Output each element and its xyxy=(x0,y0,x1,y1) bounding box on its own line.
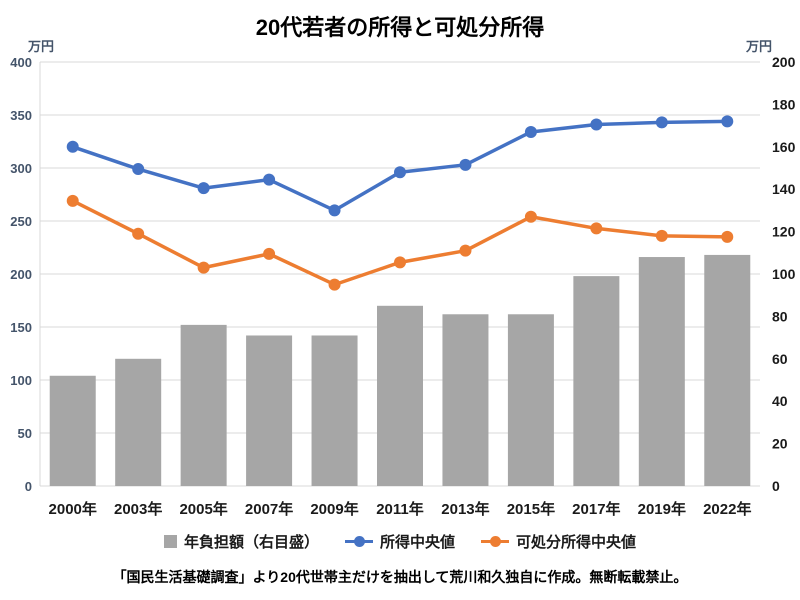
line-marker xyxy=(263,247,276,260)
line-marker xyxy=(263,173,276,186)
right-axis-tick-label: 20 xyxy=(772,436,788,452)
left-axis-tick-label: 50 xyxy=(18,426,32,441)
left-axis-tick-label: 0 xyxy=(25,479,32,494)
bar xyxy=(311,335,358,486)
line-marker xyxy=(197,182,210,195)
bar-series-swatch xyxy=(163,535,177,548)
x-axis-tick-label: 2003年 xyxy=(114,500,162,518)
income-line-swatch xyxy=(344,535,373,548)
right-axis-tick-label: 160 xyxy=(772,139,796,155)
legend-item-disposable: 可処分所得中央値 xyxy=(481,531,636,552)
x-axis-tick-label: 2019年 xyxy=(638,500,686,518)
line-marker xyxy=(394,256,406,269)
line-marker xyxy=(590,118,603,131)
line-marker xyxy=(459,158,472,171)
line-marker xyxy=(197,261,210,274)
line-marker xyxy=(721,230,734,243)
left-axis-tick-label: 250 xyxy=(10,214,32,229)
right-axis-tick-label: 120 xyxy=(772,224,796,240)
x-axis-tick-label: 2011年 xyxy=(376,500,424,518)
x-axis-tick-label: 2017年 xyxy=(572,500,620,518)
right-axis-tick-label: 140 xyxy=(772,181,796,197)
line-marker xyxy=(328,204,341,217)
line-marker xyxy=(394,166,406,179)
bar xyxy=(115,358,162,486)
left-axis-tick-label: 100 xyxy=(10,373,32,388)
right-axis-unit-label: 万円 xyxy=(745,39,772,54)
right-axis-tick-label: 0 xyxy=(772,478,780,494)
chart-legend: 年負担額（右目盛） 所得中央値 可処分所得中央値 xyxy=(0,531,800,552)
chart-title: 20代若者の所得と可処分所得 xyxy=(255,15,545,40)
bar xyxy=(180,324,227,486)
line-series xyxy=(70,119,730,213)
legend-label-disposable: 可処分所得中央値 xyxy=(516,534,637,551)
x-axis-tick-label: 2007年 xyxy=(245,500,293,518)
right-axis-tick-label: 100 xyxy=(772,266,796,282)
x-axis-tick-label: 2005年 xyxy=(179,500,227,518)
line-marker xyxy=(524,210,537,223)
left-axis-tick-label: 350 xyxy=(10,108,32,123)
x-axis-tick-label: 2015年 xyxy=(507,500,555,518)
line-series xyxy=(70,199,730,287)
line-marker xyxy=(66,140,79,153)
x-axis-tick-label: 2022年 xyxy=(703,500,751,518)
line-marker xyxy=(132,227,145,240)
x-axis-tick-label: 2009年 xyxy=(310,500,358,518)
line-marker xyxy=(459,244,472,257)
line-marker xyxy=(66,194,79,207)
line-marker xyxy=(721,115,734,128)
legend-item-income: 所得中央値 xyxy=(344,531,455,552)
left-axis-unit-label: 万円 xyxy=(28,39,55,54)
bar xyxy=(638,257,685,486)
right-axis-tick-label: 80 xyxy=(772,308,788,324)
line-marker xyxy=(328,278,341,291)
bar xyxy=(573,276,620,486)
line-marker xyxy=(524,125,537,138)
line-marker xyxy=(655,229,668,242)
income-marker-sample xyxy=(353,536,365,547)
source-note: 「国民生活基礎調査」より20代世帯主だけを抽出して荒川和久独自に作成。無断転載禁… xyxy=(112,569,688,585)
x-axis-tick-label: 2000年 xyxy=(49,500,97,518)
line-marker xyxy=(655,116,668,129)
legend-item-tax-burden: 年負担額（右目盛） xyxy=(163,531,319,552)
line-marker xyxy=(132,163,145,176)
bar xyxy=(507,314,554,486)
right-axis-tick-label: 200 xyxy=(772,54,796,70)
left-axis-tick-label: 300 xyxy=(10,161,32,176)
left-axis-tick-label: 400 xyxy=(10,55,32,70)
bar xyxy=(442,314,489,486)
bar xyxy=(377,305,423,486)
disposable-line-swatch xyxy=(481,535,509,548)
combo-chart: 0 50 100 150 200 250 300 350 400 0 20 40 60 80 100 120 1… xyxy=(10,54,796,518)
bar xyxy=(246,335,293,486)
disposable-marker-sample xyxy=(490,536,501,547)
right-axis-tick-label: 40 xyxy=(772,393,788,409)
left-axis-tick-label: 200 xyxy=(10,267,32,282)
legend-label-income: 所得中央値 xyxy=(379,534,455,551)
bar xyxy=(49,375,96,486)
right-axis-tick-label: 180 xyxy=(772,96,796,112)
x-axis-tick-label: 2013年 xyxy=(441,500,489,518)
line-marker xyxy=(590,222,603,235)
right-axis-tick-label: 60 xyxy=(772,351,788,367)
legend-label-tax-burden: 年負担額（右目盛） xyxy=(183,534,319,551)
bar xyxy=(704,254,751,486)
left-axis-tick-label: 150 xyxy=(10,320,32,335)
